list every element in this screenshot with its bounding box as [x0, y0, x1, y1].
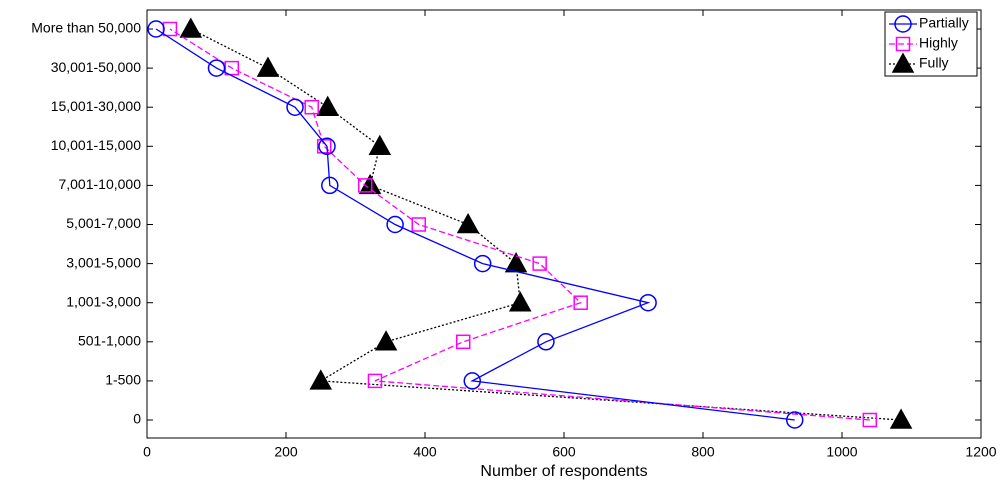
legend-marker	[895, 36, 911, 52]
data-point	[386, 215, 404, 234]
plot-frame	[146, 9, 982, 439]
legend-label: Fully	[919, 55, 949, 71]
data-point	[318, 137, 336, 156]
data-point	[321, 176, 339, 195]
data-point	[532, 256, 547, 271]
series-line	[169, 28, 870, 421]
data-point	[316, 139, 332, 154]
data-point	[411, 217, 426, 232]
data-point	[368, 134, 392, 156]
y-tick-label: 10,001-15,000	[51, 137, 142, 153]
data-point	[862, 412, 878, 428]
legend-label: Partially	[919, 15, 969, 31]
data-point	[785, 411, 804, 429]
x-tick-label: 600	[552, 444, 576, 460]
data-point	[639, 293, 657, 312]
legend-marker	[891, 52, 915, 73]
y-tick-label: 5,001-7,000	[66, 215, 141, 231]
y-tick-label: 30,001-50,000	[51, 59, 142, 75]
legend-label: Highly	[919, 35, 958, 51]
series-line	[155, 28, 795, 421]
y-tick-label: More than 50,000	[31, 20, 141, 36]
data-point	[455, 334, 471, 350]
data-point	[224, 60, 240, 76]
data-point	[374, 330, 398, 351]
y-tick-label: 501-1,000	[78, 333, 141, 349]
data-point	[179, 17, 203, 38]
data-point	[286, 98, 304, 116]
x-tick-label: 400	[413, 444, 437, 460]
data-point	[463, 372, 482, 390]
data-point	[357, 178, 373, 193]
data-point	[256, 56, 280, 77]
y-tick-label: 1,001-3,000	[66, 293, 141, 309]
x-tick-label: 0	[143, 444, 151, 460]
y-tick-label: 3,001-5,000	[66, 254, 141, 270]
y-tick-label: 15,001-30,000	[51, 98, 142, 114]
x-axis-title: Number of respondents	[480, 463, 647, 480]
data-point	[573, 295, 588, 310]
x-tick-label: 800	[691, 444, 715, 460]
data-point	[304, 99, 319, 115]
data-point	[309, 369, 333, 390]
x-tick-label: 1000	[826, 444, 857, 460]
data-point	[316, 95, 339, 116]
y-tick-label: 0	[133, 411, 141, 427]
data-point	[456, 212, 480, 234]
y-tick-label: 1-500	[105, 372, 141, 388]
data-point	[473, 254, 492, 273]
data-point	[367, 373, 383, 389]
data-point	[889, 408, 913, 429]
data-point	[147, 20, 165, 38]
x-tick-label: 200	[274, 444, 298, 460]
y-tick-label: 7,001-10,000	[58, 176, 141, 192]
x-tick-label: 1200	[965, 444, 996, 460]
data-point	[508, 291, 532, 312]
data-point	[207, 59, 226, 77]
data-point	[537, 333, 555, 351]
series-line	[190, 28, 902, 421]
legend-marker	[894, 15, 912, 33]
